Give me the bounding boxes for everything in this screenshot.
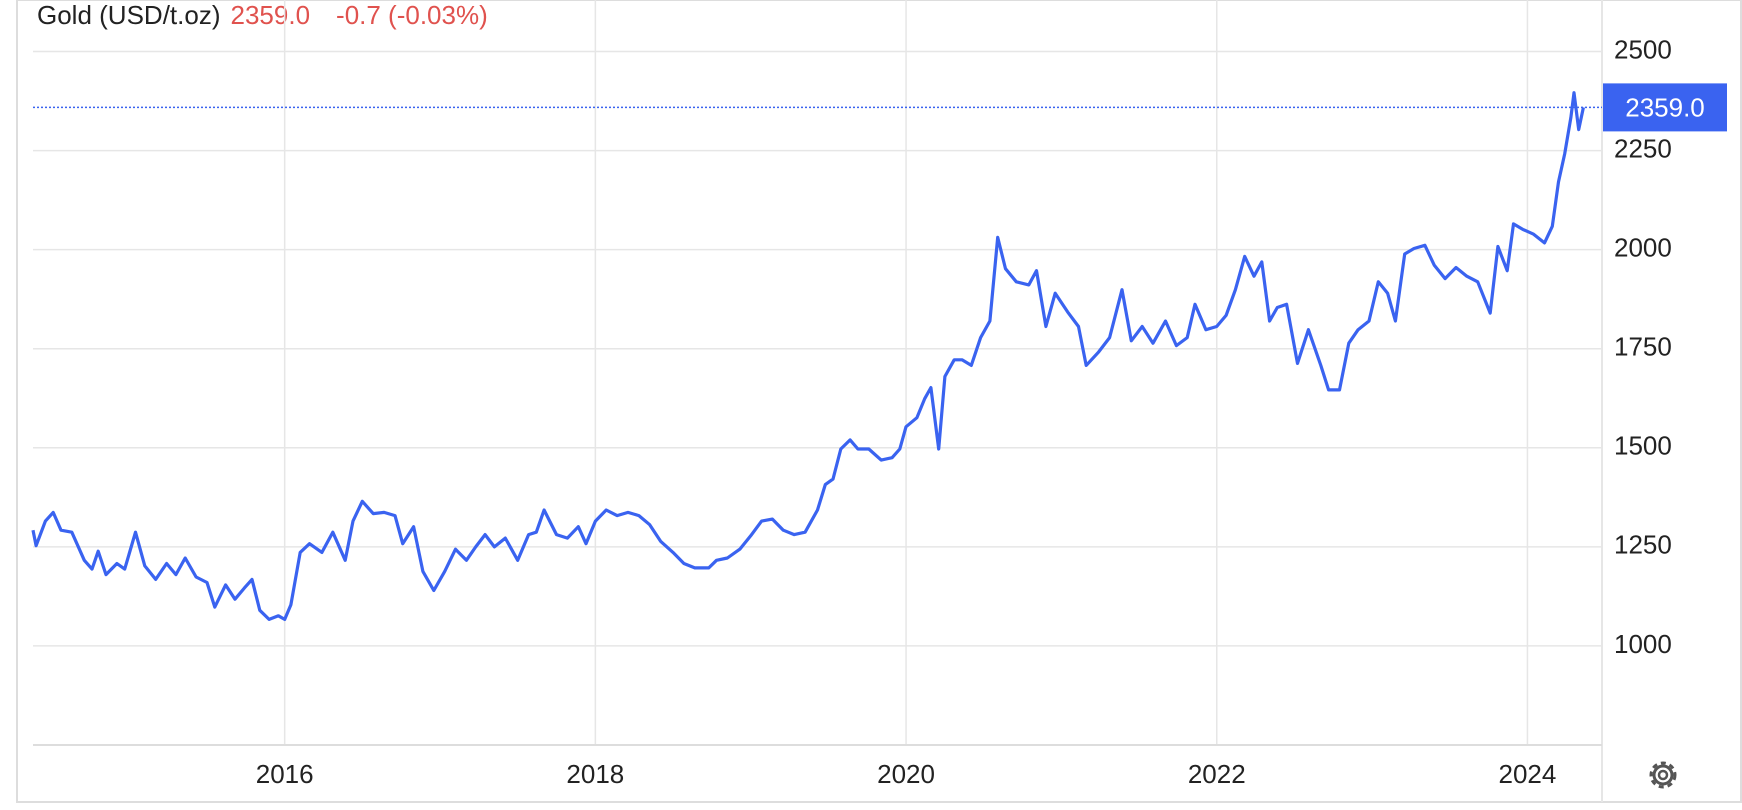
x-tick-label: 2022 (1188, 759, 1246, 789)
plot-area (31, 0, 1602, 746)
x-tick-label: 2018 (566, 759, 624, 789)
x-tick-label: 2016 (256, 759, 314, 789)
last-price-badge (1603, 83, 1727, 132)
title: Gold (USD/t.oz) (37, 0, 221, 30)
chart-title: Gold (USD/t.oz) 2359.0 -0.7 (-0.03%) (37, 0, 488, 30)
y-tick-label: 2500 (1614, 34, 1672, 64)
frame (16, 0, 1742, 803)
y-tick-label: 1500 (1614, 431, 1672, 461)
y-tick-label: 1250 (1614, 530, 1672, 560)
y-tick-label: 2250 (1614, 133, 1672, 163)
settings-icon[interactable] (1649, 761, 1677, 789)
x-tick-label: 2020 (877, 759, 935, 789)
y-tick-label: 2000 (1614, 233, 1672, 263)
price-change: -0.7 (-0.03%) (336, 0, 488, 30)
y-tick-label: 1750 (1614, 332, 1672, 362)
y-tick-label: 1000 (1614, 629, 1672, 659)
last-price: 2359.0 (231, 0, 311, 30)
price-line (31, 91, 1585, 621)
x-tick-label: 2024 (1499, 759, 1557, 789)
last-price-badge-label: 2359.0 (1625, 92, 1705, 122)
